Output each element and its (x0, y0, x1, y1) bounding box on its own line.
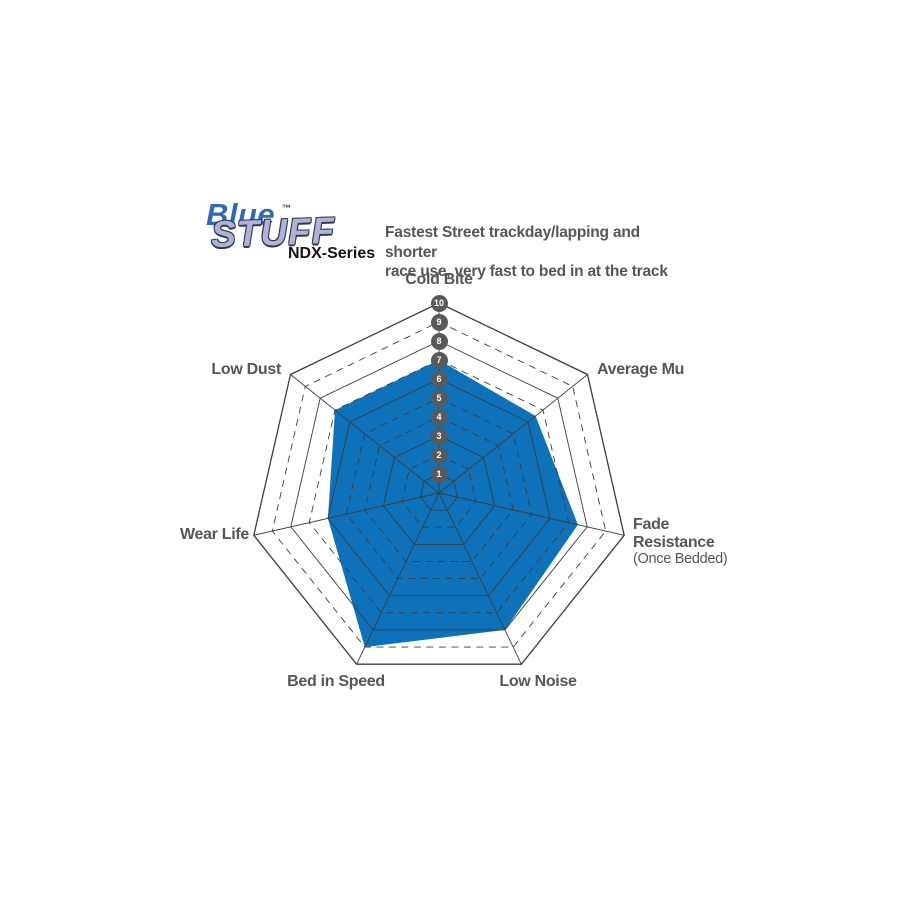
axis-label-once-bedded: (Once Bedded) (633, 551, 728, 567)
radar-grid-ring-7 (308, 359, 570, 614)
radar-axis-line-average-mu (438, 374, 588, 494)
radar-axis-line-low-dust (290, 374, 440, 494)
logo-series-name: NDX-Series (288, 245, 376, 262)
radar-grid-ring-10 (253, 302, 625, 665)
axis-label-wear-life: Wear Life (179, 526, 249, 543)
axis-label-fade-resistance: Fade Resistance (633, 516, 715, 551)
radar-grid-ring-2 (401, 454, 477, 528)
scale-badge-9: 9 (430, 313, 448, 331)
radar-grid-ring-6 (327, 378, 551, 597)
radar-grid-ring-5 (345, 397, 533, 580)
scale-badge-2: 2 (430, 446, 448, 464)
logo-word-blue: Blue (206, 197, 276, 232)
product-description: Fastest Street trackday/lapping and shor… (385, 224, 668, 281)
radar-grid-ring-1 (420, 473, 458, 511)
axis-label-low-noise: Low Noise (499, 673, 577, 690)
radar-grid-ring-9 (271, 321, 607, 648)
scale-badge-5: 5 (430, 389, 448, 407)
axis-label-cold-bite: Cold Bite (405, 271, 473, 288)
scale-badge-7: 7 (430, 351, 448, 369)
bluestuff-logo: Blue STUFF ™ NDX-Series (0, 0, 380, 262)
axis-label-bed-in-speed: Bed in Speed (287, 673, 385, 690)
radar-grid-ring-4 (364, 416, 514, 562)
radar-axis-line-low-noise (438, 492, 522, 665)
scale-badge-4: 4 (430, 408, 448, 426)
axis-label-average-mu: Average Mu (597, 361, 685, 378)
radar-grid-ring-3 (382, 435, 496, 545)
radar-grid-ring-8 (290, 340, 588, 631)
radar-axis-line-fade-resistance (438, 492, 625, 536)
trademark-symbol: ™ (282, 203, 291, 213)
scale-badge-8: 8 (430, 332, 448, 350)
scale-badge-1: 1 (430, 465, 448, 483)
radar-axis-line-wear-life (253, 492, 440, 536)
scale-badge-3: 3 (430, 427, 448, 445)
axis-label-low-dust: Low Dust (211, 361, 281, 378)
scale-badge-6: 6 (430, 370, 448, 388)
radar-axis-line-bed-in-speed (356, 492, 440, 665)
scale-badge-10: 10 (430, 294, 448, 312)
